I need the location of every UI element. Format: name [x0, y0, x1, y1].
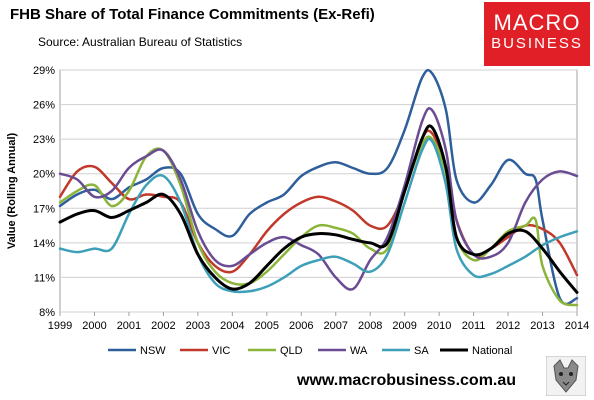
y-tick-label: 14%	[33, 238, 55, 250]
macrobusiness-logo: MACRO BUSINESS	[484, 2, 590, 66]
x-tick-label: 2009	[392, 320, 416, 332]
y-tick-label: 11%	[34, 272, 55, 284]
y-tick-label: 29%	[33, 65, 55, 77]
legend-label-wa: WA	[350, 345, 368, 357]
x-tick-label: 2005	[255, 320, 279, 332]
series-line-nsw	[58, 68, 579, 306]
plot-area	[59, 69, 578, 313]
y-tick-label: 17%	[33, 203, 55, 215]
x-tick-label: 2008	[358, 320, 382, 332]
logo-line-business: BUSINESS	[491, 35, 583, 52]
x-tick-label: 2003	[186, 320, 210, 332]
y-tick-label: 8%	[39, 307, 55, 319]
x-tick-label: 2007	[323, 320, 347, 332]
series-line-national	[58, 124, 579, 294]
footer-url: www.macrobusiness.com.au	[297, 372, 517, 389]
series-line-wa	[58, 107, 579, 291]
series-line-sa	[58, 137, 579, 294]
legend-label-national: National	[472, 345, 512, 357]
legend-label-vic: VIC	[212, 345, 230, 357]
x-tick-label: 2002	[151, 320, 175, 332]
wolf-mascot-icon	[546, 356, 586, 396]
y-axis-label: Value (Rolling Annual)	[6, 133, 18, 250]
x-tick-label: 2014	[565, 320, 589, 332]
x-tick-label: 2006	[289, 320, 313, 332]
logo-line-macro: MACRO	[493, 10, 581, 35]
y-tick-label: 23%	[33, 134, 55, 146]
chart-title: FHB Share of Total Finance Commitments (…	[10, 6, 375, 23]
legend-label-qld: QLD	[280, 345, 303, 357]
x-tick-label: 2010	[427, 320, 451, 332]
x-tick-label: 1999	[48, 320, 72, 332]
x-tick-label: 2000	[82, 320, 106, 332]
x-tick-label: 2012	[496, 320, 520, 332]
x-tick-label: 2001	[117, 320, 141, 332]
chart-subtitle: Source: Australian Bureau of Statistics	[38, 35, 243, 49]
y-tick-label: 20%	[33, 169, 55, 181]
y-tick-label: 26%	[33, 100, 55, 112]
x-tick-label: 2011	[462, 320, 486, 332]
legend-label-sa: SA	[414, 345, 429, 357]
x-tick-label: 2013	[530, 320, 554, 332]
x-tick-label: 2004	[220, 320, 244, 332]
legend-label-nsw: NSW	[140, 345, 166, 357]
